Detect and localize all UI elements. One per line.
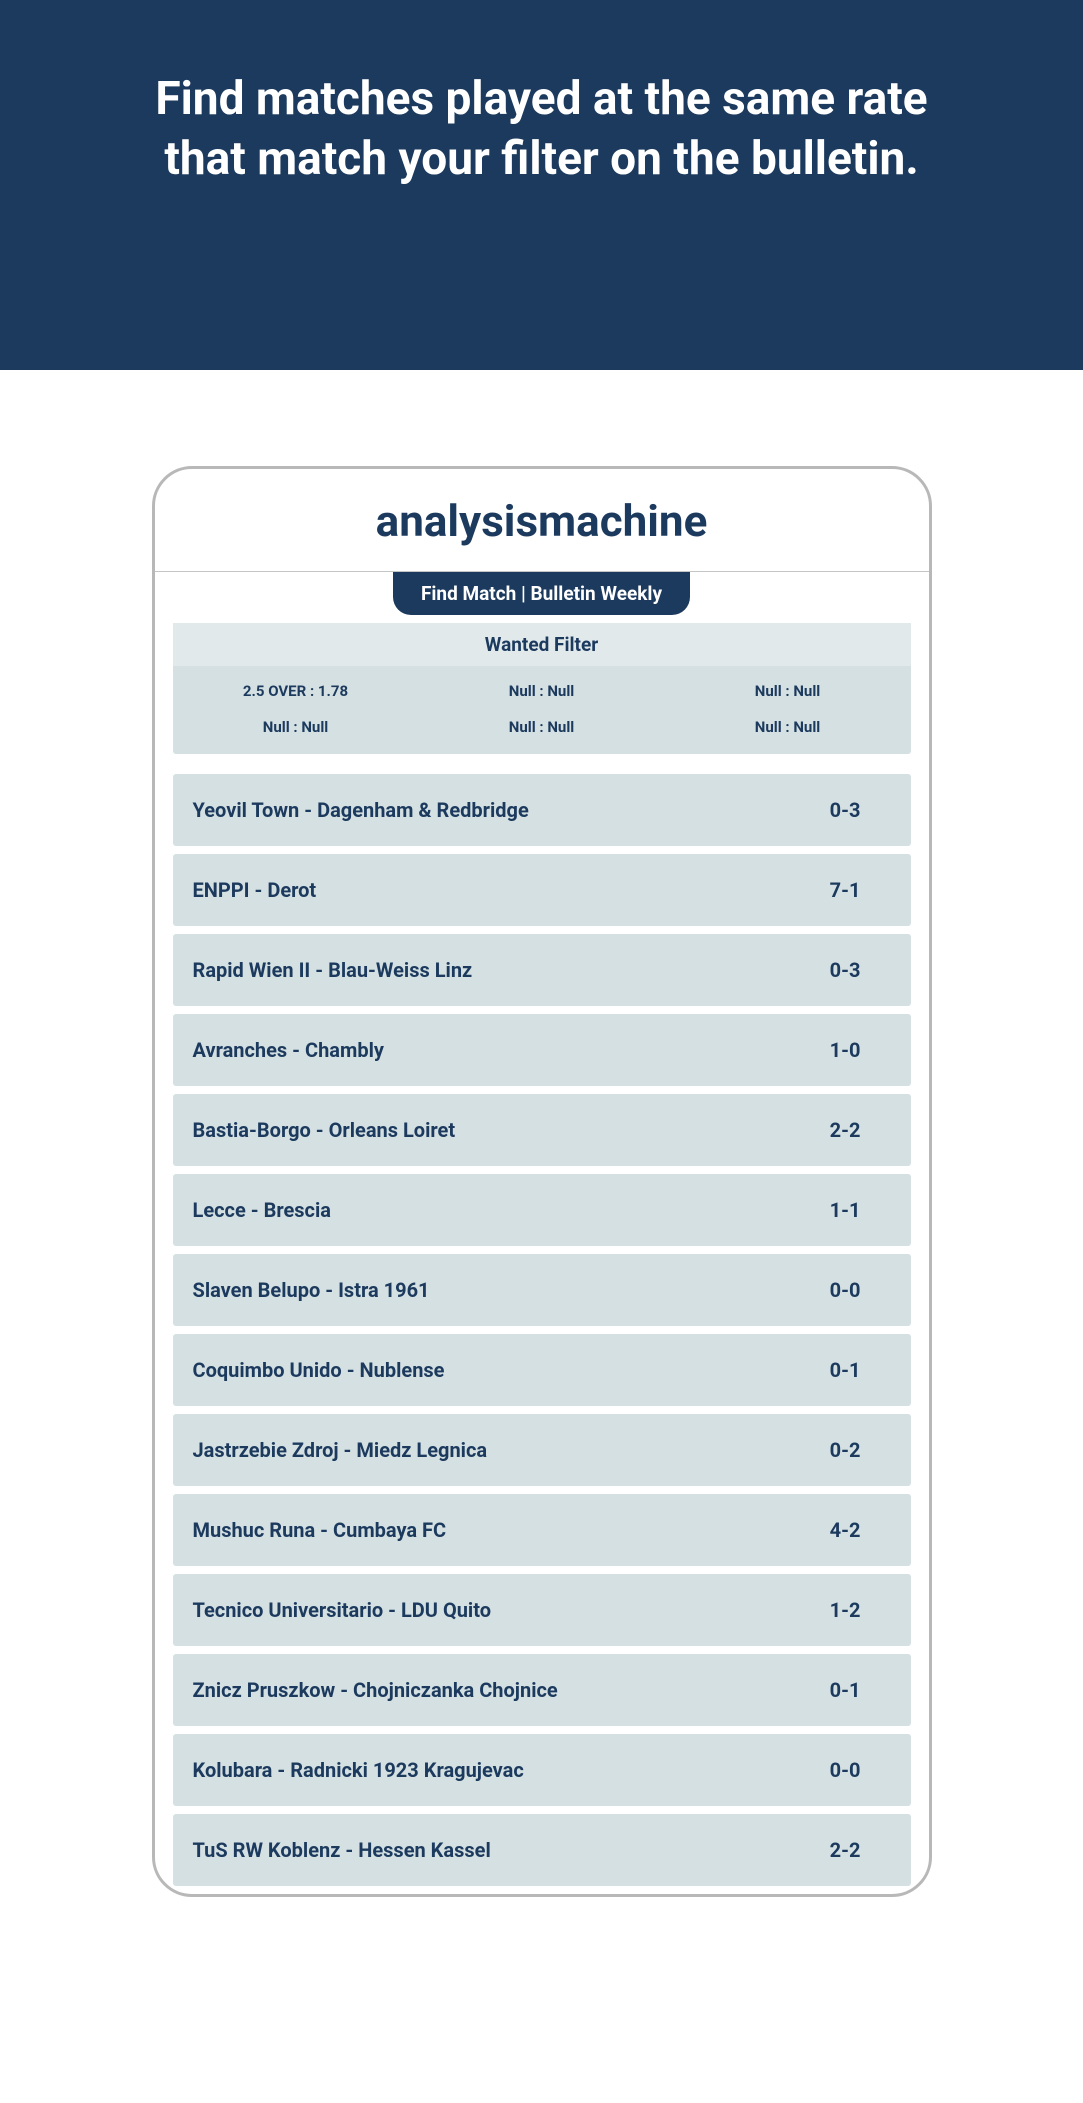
match-name: Kolubara - Radnicki 1923 Kragujevac	[193, 1758, 524, 1782]
match-score: 0-1	[830, 1358, 891, 1382]
match-name: Tecnico Universitario - LDU Quito	[193, 1598, 492, 1622]
promo-banner: Find matches played at the same rate tha…	[0, 0, 1083, 370]
match-name: Mushuc Runa - Cumbaya FC	[193, 1518, 447, 1542]
match-name: Avranches - Chambly	[193, 1038, 384, 1062]
match-score: 1-2	[830, 1598, 891, 1622]
banner-heading: Find matches played at the same rate tha…	[60, 70, 1023, 190]
match-score: 4-2	[830, 1518, 891, 1542]
match-row[interactable]: Znicz Pruszkow - Chojniczanka Chojnice 0…	[173, 1654, 911, 1726]
match-name: Jastrzebie Zdroj - Miedz Legnica	[193, 1438, 488, 1462]
match-name: Znicz Pruszkow - Chojniczanka Chojnice	[193, 1678, 558, 1702]
match-row[interactable]: Bastia-Borgo - Orleans Loiret 2-2	[173, 1094, 911, 1166]
filter-cell[interactable]: Null : Null	[419, 682, 665, 700]
match-score: 0-3	[830, 798, 891, 822]
match-list: Yeovil Town - Dagenham & Redbridge 0-3 E…	[173, 754, 911, 1886]
app-title: analysismachine	[155, 495, 929, 571]
match-row[interactable]: Slaven Belupo - Istra 1961 0-0	[173, 1254, 911, 1326]
match-score: 7-1	[830, 878, 891, 902]
filter-grid: 2.5 OVER : 1.78 Null : Null Null : Null …	[173, 666, 911, 754]
filter-title: Wanted Filter	[173, 623, 911, 666]
content-area: Wanted Filter 2.5 OVER : 1.78 Null : Nul…	[155, 615, 929, 1886]
match-row[interactable]: Mushuc Runa - Cumbaya FC 4-2	[173, 1494, 911, 1566]
match-row[interactable]: Rapid Wien II - Blau-Weiss Linz 0-3	[173, 934, 911, 1006]
match-row[interactable]: TuS RW Koblenz - Hessen Kassel 2-2	[173, 1814, 911, 1886]
banner-line-2: that match your filter on the bulletin.	[164, 132, 918, 186]
filter-cell[interactable]: Null : Null	[419, 718, 665, 736]
match-score: 0-0	[830, 1278, 891, 1302]
match-score: 0-0	[830, 1758, 891, 1782]
match-row[interactable]: Jastrzebie Zdroj - Miedz Legnica 0-2	[173, 1414, 911, 1486]
match-name: Lecce - Brescia	[193, 1198, 331, 1222]
match-row[interactable]: Yeovil Town - Dagenham & Redbridge 0-3	[173, 774, 911, 846]
filter-cell[interactable]: 2.5 OVER : 1.78	[173, 682, 419, 700]
wanted-filter-panel: Wanted Filter 2.5 OVER : 1.78 Null : Nul…	[173, 623, 911, 754]
match-name: TuS RW Koblenz - Hessen Kassel	[193, 1838, 491, 1862]
match-row[interactable]: Avranches - Chambly 1-0	[173, 1014, 911, 1086]
match-score: 2-2	[830, 1838, 891, 1862]
match-name: ENPPI - Derot	[193, 878, 317, 902]
match-score: 1-1	[830, 1198, 891, 1222]
match-name: Slaven Belupo - Istra 1961	[193, 1278, 430, 1302]
match-name: Bastia-Borgo - Orleans Loiret	[193, 1118, 456, 1142]
match-score: 0-1	[830, 1678, 891, 1702]
phone-mockup-frame: analysismachine Find Match | Bulletin We…	[152, 466, 932, 1897]
match-row[interactable]: ENPPI - Derot 7-1	[173, 854, 911, 926]
match-score: 1-0	[830, 1038, 891, 1062]
match-row[interactable]: Lecce - Brescia 1-1	[173, 1174, 911, 1246]
filter-cell[interactable]: Null : Null	[665, 718, 911, 736]
match-name: Rapid Wien II - Blau-Weiss Linz	[193, 958, 473, 982]
filter-cell[interactable]: Null : Null	[665, 682, 911, 700]
match-score: 2-2	[830, 1118, 891, 1142]
tab-find-match[interactable]: Find Match | Bulletin Weekly	[393, 572, 690, 615]
match-row[interactable]: Kolubara - Radnicki 1923 Kragujevac 0-0	[173, 1734, 911, 1806]
match-name: Yeovil Town - Dagenham & Redbridge	[193, 798, 529, 822]
filter-cell[interactable]: Null : Null	[173, 718, 419, 736]
match-name: Coquimbo Unido - Nublense	[193, 1358, 445, 1382]
banner-line-1: Find matches played at the same rate	[155, 72, 927, 126]
match-score: 0-3	[830, 958, 891, 982]
match-row[interactable]: Tecnico Universitario - LDU Quito 1-2	[173, 1574, 911, 1646]
match-score: 0-2	[830, 1438, 891, 1462]
match-row[interactable]: Coquimbo Unido - Nublense 0-1	[173, 1334, 911, 1406]
